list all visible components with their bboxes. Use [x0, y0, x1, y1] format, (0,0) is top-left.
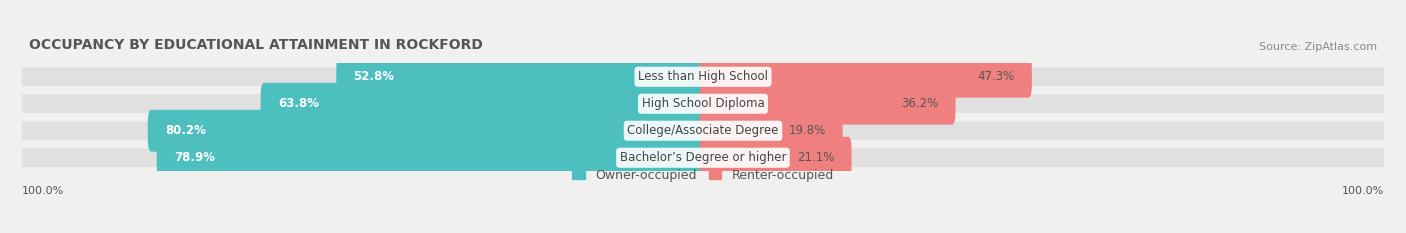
Text: Less than High School: Less than High School: [638, 70, 768, 83]
FancyBboxPatch shape: [22, 148, 1384, 167]
Text: 52.8%: 52.8%: [353, 70, 395, 83]
FancyBboxPatch shape: [22, 94, 1384, 113]
FancyBboxPatch shape: [700, 83, 956, 125]
Text: 100.0%: 100.0%: [1341, 186, 1384, 196]
Text: 80.2%: 80.2%: [165, 124, 205, 137]
Text: College/Associate Degree: College/Associate Degree: [627, 124, 779, 137]
FancyBboxPatch shape: [22, 121, 1384, 140]
FancyBboxPatch shape: [700, 110, 842, 152]
Text: OCCUPANCY BY EDUCATIONAL ATTAINMENT IN ROCKFORD: OCCUPANCY BY EDUCATIONAL ATTAINMENT IN R…: [28, 38, 482, 52]
FancyBboxPatch shape: [700, 56, 1032, 98]
Legend: Owner-occupied, Renter-occupied: Owner-occupied, Renter-occupied: [568, 164, 838, 187]
Text: 19.8%: 19.8%: [789, 124, 825, 137]
Text: Source: ZipAtlas.com: Source: ZipAtlas.com: [1260, 42, 1378, 52]
Text: 100.0%: 100.0%: [22, 186, 65, 196]
Text: 63.8%: 63.8%: [278, 97, 319, 110]
FancyBboxPatch shape: [260, 83, 706, 125]
FancyBboxPatch shape: [336, 56, 706, 98]
Text: 21.1%: 21.1%: [797, 151, 834, 164]
Text: 78.9%: 78.9%: [174, 151, 215, 164]
FancyBboxPatch shape: [148, 110, 706, 152]
Text: Bachelor’s Degree or higher: Bachelor’s Degree or higher: [620, 151, 786, 164]
FancyBboxPatch shape: [156, 137, 706, 179]
FancyBboxPatch shape: [700, 137, 852, 179]
Text: 36.2%: 36.2%: [901, 97, 938, 110]
Text: 47.3%: 47.3%: [977, 70, 1015, 83]
FancyBboxPatch shape: [22, 67, 1384, 86]
Text: High School Diploma: High School Diploma: [641, 97, 765, 110]
